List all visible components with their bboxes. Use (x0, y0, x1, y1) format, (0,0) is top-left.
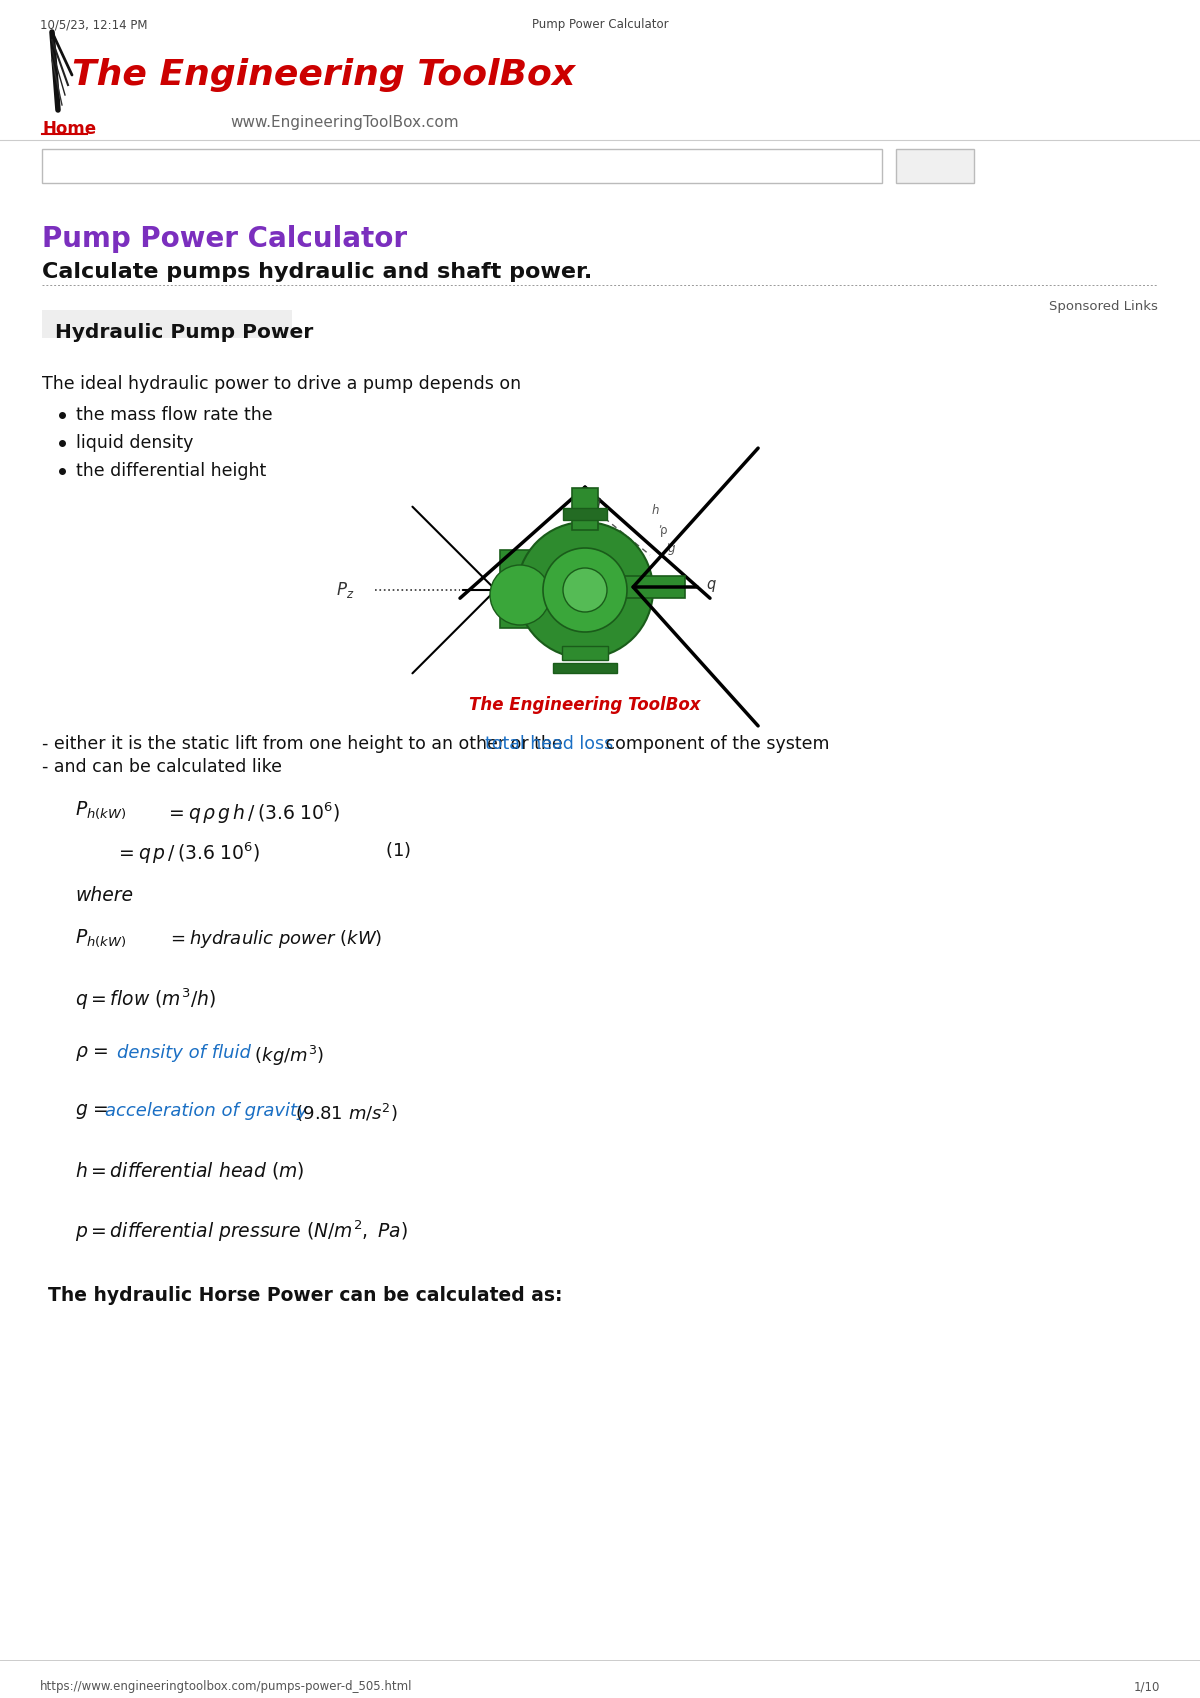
Bar (620, 576, 685, 598)
Text: 1/10: 1/10 (1134, 1679, 1160, 1693)
Text: h: h (652, 504, 660, 516)
Text: ,: , (666, 537, 670, 547)
Text: https://www.engineeringtoolbox.com/pumps-power-d_505.html: https://www.engineeringtoolbox.com/pumps… (40, 1679, 413, 1693)
Text: component of the system: component of the system (600, 735, 829, 752)
Text: the mass flow rate the: the mass flow rate the (76, 406, 272, 424)
Text: $\mathit{P}_{h(kW)}$: $\mathit{P}_{h(kW)}$ (74, 800, 126, 822)
Text: Home: Home (42, 121, 96, 138)
Text: where: where (74, 886, 133, 905)
Text: $\mathit{\rho}$ =: $\mathit{\rho}$ = (74, 1044, 110, 1063)
Text: Hydraulic Pump Power: Hydraulic Pump Power (48, 323, 313, 341)
Text: $\mathit{p = differential\ pressure\ (N/m^2,\ Pa)}$: $\mathit{p = differential\ pressure\ (N/… (74, 1217, 408, 1243)
Bar (500, 550, 550, 628)
Bar (42, 149, 882, 183)
Text: density of fluid: density of fluid (118, 1044, 251, 1061)
Bar (896, 149, 974, 183)
Text: The Engineering ToolBox: The Engineering ToolBox (72, 58, 575, 92)
Text: $\mathit{(9.81\ m/s^2)}$: $\mathit{(9.81\ m/s^2)}$ (290, 1102, 398, 1124)
Bar (562, 645, 608, 661)
Text: ,: , (658, 520, 661, 530)
Text: q: q (706, 577, 715, 591)
Text: $\mathit{h = differential\ head\ (m)}$: $\mathit{h = differential\ head\ (m)}$ (74, 1160, 305, 1182)
Text: ρ: ρ (660, 523, 667, 537)
Text: The Engineering ToolBox: The Engineering ToolBox (469, 696, 701, 713)
Bar (563, 508, 607, 520)
Circle shape (517, 521, 653, 659)
Text: g: g (668, 542, 676, 555)
Text: $\mathit{= q\,p\,/\,(3.6\;10^{6})}$: $\mathit{= q\,p\,/\,(3.6\;10^{6})}$ (115, 841, 260, 866)
Text: www.EngineeringToolBox.com: www.EngineeringToolBox.com (230, 115, 458, 131)
Text: $\mathit{= q\,\rho\,g\,h\,/\,(3.6\;10^{6})}$: $\mathit{= q\,\rho\,g\,h\,/\,(3.6\;10^{6… (166, 800, 340, 825)
Text: q: q (592, 494, 600, 509)
Text: - and can be calculated like: - and can be calculated like (42, 757, 282, 776)
Text: The ideal hydraulic power to drive a pump depends on: The ideal hydraulic power to drive a pum… (42, 375, 521, 392)
Text: Pump Power Calculator: Pump Power Calculator (42, 226, 407, 253)
Text: $\mathit{(kg/m^3)}$: $\mathit{(kg/m^3)}$ (250, 1044, 324, 1068)
Text: $\mathit{g}$ =: $\mathit{g}$ = (74, 1102, 110, 1121)
Circle shape (542, 548, 628, 632)
Text: Sponsored Links: Sponsored Links (1049, 301, 1158, 312)
Text: 10/5/23, 12:14 PM: 10/5/23, 12:14 PM (40, 19, 148, 31)
Text: acceleration of gravity: acceleration of gravity (106, 1102, 307, 1121)
Circle shape (563, 569, 607, 611)
Text: $\mathit{= hydraulic\ power\ (kW)}$: $\mathit{= hydraulic\ power\ (kW)}$ (167, 929, 383, 949)
Text: - either it is the static lift from one height to an other or the: - either it is the static lift from one … (42, 735, 569, 752)
Bar (553, 662, 617, 672)
Circle shape (490, 565, 550, 625)
Text: $\mathit{P}_{h(kW)}$: $\mathit{P}_{h(kW)}$ (74, 929, 126, 949)
Bar (42, 311, 292, 338)
Text: the differential height: the differential height (76, 462, 266, 481)
Text: liquid density: liquid density (76, 435, 193, 452)
Text: Pump Power Calculator: Pump Power Calculator (532, 19, 668, 31)
Text: total head loss: total head loss (485, 735, 613, 752)
Text: Calculate pumps hydraulic and shaft power.: Calculate pumps hydraulic and shaft powe… (42, 261, 593, 282)
Text: $P_z$: $P_z$ (336, 581, 354, 599)
Text: The hydraulic Horse Power can be calculated as:: The hydraulic Horse Power can be calcula… (48, 1285, 563, 1306)
Text: $\mathit{q = flow\ (m^3/h)}$: $\mathit{q = flow\ (m^3/h)}$ (74, 987, 216, 1012)
Bar (572, 487, 598, 530)
Text: $(1)$: $(1)$ (385, 841, 410, 859)
